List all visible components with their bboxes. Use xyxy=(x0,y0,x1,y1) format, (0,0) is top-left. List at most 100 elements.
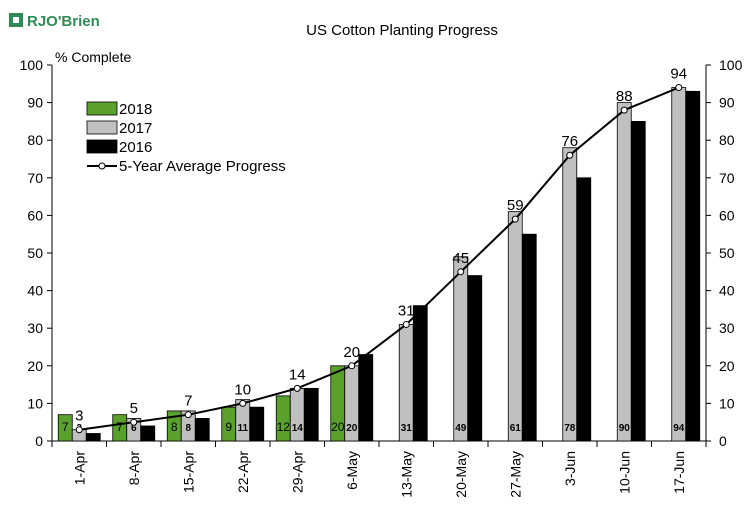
y-tick-label-left: 100 xyxy=(20,57,44,73)
average-point xyxy=(184,411,192,419)
y-tick-label-right: 60 xyxy=(719,207,735,223)
legend-swatch-2016 xyxy=(86,139,118,154)
average-data-label: 88 xyxy=(616,88,633,105)
chart-title: US Cotton Planting Progress xyxy=(306,22,498,39)
bar-data-label-2017: 6 xyxy=(131,423,137,434)
y-tick-label-left: 0 xyxy=(35,433,43,449)
bar-2016 xyxy=(412,305,428,442)
legend-label-average: 5-Year Average Progress xyxy=(119,158,286,175)
bar-data-label-2017: 31 xyxy=(401,423,413,434)
y-tick-label-left: 60 xyxy=(27,207,43,223)
bar-2016 xyxy=(358,354,374,442)
bar-2016 xyxy=(630,121,646,442)
bar-data-label-2017: 8 xyxy=(185,423,191,434)
average-data-label: 5 xyxy=(130,400,138,417)
average-point xyxy=(620,106,628,114)
legend-label-2017: 2017 xyxy=(119,120,152,137)
bar-2016 xyxy=(685,90,701,442)
average-data-label: 14 xyxy=(289,366,306,383)
average-point xyxy=(293,384,301,392)
y-tick-label-left: 20 xyxy=(27,358,43,374)
y-tick-label-right: 50 xyxy=(719,245,735,261)
bar-data-label-2017: 11 xyxy=(237,423,248,434)
bar-data-label-2018: 7 xyxy=(116,420,123,434)
y-tick-label-right: 100 xyxy=(719,57,743,73)
x-tick-label: 6-May xyxy=(344,451,360,490)
x-tick-label: 27-May xyxy=(507,451,523,498)
average-point xyxy=(75,426,83,434)
y-axis-label: % Complete xyxy=(55,49,131,65)
bar-data-label-2017: 20 xyxy=(346,423,358,434)
x-tick-label: 1-Apr xyxy=(71,451,87,486)
bar-2016 xyxy=(140,425,156,442)
bar-data-label-2018: 8 xyxy=(171,420,178,434)
bar-2016 xyxy=(194,418,210,442)
bar-data-label-2018: 20 xyxy=(331,420,345,434)
x-tick-label: 22-Apr xyxy=(235,451,251,493)
average-data-label: 59 xyxy=(507,197,524,214)
x-tick-label: 8-Apr xyxy=(126,451,142,486)
x-tick-label: 3-Jun xyxy=(562,451,578,486)
bar-2016 xyxy=(467,275,483,442)
average-point xyxy=(348,362,356,370)
x-tick-label: 13-May xyxy=(398,451,414,498)
y-tick-label-left: 10 xyxy=(27,395,43,411)
x-tick-label: 20-May xyxy=(453,451,469,498)
legend-swatch-2018 xyxy=(86,101,118,116)
bar-data-label-2017: 49 xyxy=(455,423,467,434)
logo-text: RJO'Brien xyxy=(27,13,100,30)
y-tick-label-left: 40 xyxy=(27,283,43,299)
average-data-label: 7 xyxy=(184,393,192,410)
average-point xyxy=(511,215,519,223)
bar-2017 xyxy=(616,102,632,442)
bar-2016 xyxy=(85,433,101,442)
average-data-label: 31 xyxy=(398,302,415,319)
bar-2016 xyxy=(303,387,319,442)
x-tick-label: 15-Apr xyxy=(180,451,196,493)
y-tick-label-left: 30 xyxy=(27,320,43,336)
average-data-label: 45 xyxy=(452,250,469,267)
y-tick-label-right: 20 xyxy=(719,358,735,374)
bar-2016 xyxy=(521,233,537,442)
average-data-label: 76 xyxy=(561,133,578,150)
legend-label-2018: 2018 xyxy=(119,101,152,118)
average-point xyxy=(239,399,247,407)
bar-data-label-2017: 94 xyxy=(673,423,685,434)
bar-2018 xyxy=(57,414,73,442)
y-tick-label-right: 10 xyxy=(719,395,735,411)
bar-2017 xyxy=(562,147,578,442)
legend-marker-average xyxy=(98,162,106,170)
average-data-label: 94 xyxy=(670,66,687,83)
average-point xyxy=(457,268,465,276)
y-tick-label-left: 90 xyxy=(27,95,43,111)
y-tick-label-right: 40 xyxy=(719,283,735,299)
average-point xyxy=(402,320,410,328)
bar-data-label-2017: 90 xyxy=(619,423,631,434)
average-line xyxy=(79,86,680,431)
legend-swatch-2017 xyxy=(86,120,118,135)
bar-2017 xyxy=(453,256,469,442)
y-tick-label-right: 80 xyxy=(719,132,735,148)
x-tick-label: 29-Apr xyxy=(289,451,305,493)
rjobrien-logo: RJO'Brien xyxy=(9,13,100,30)
bars: 77891220368111420314961789094 xyxy=(57,87,701,442)
y-tick-label-right: 90 xyxy=(719,95,735,111)
y-tick-label-right: 30 xyxy=(719,320,735,336)
legend-label-2016: 2016 xyxy=(119,139,152,156)
bar-2016 xyxy=(249,406,265,442)
bar-data-label-2017: 78 xyxy=(564,423,576,434)
average-point xyxy=(675,84,683,92)
bar-data-label-2017: 61 xyxy=(510,423,522,434)
y-tick-label-right: 70 xyxy=(719,170,735,186)
y-tick-label-left: 80 xyxy=(27,132,43,148)
bar-data-label-2018: 7 xyxy=(62,420,69,434)
average-data-label: 20 xyxy=(343,344,360,361)
logo-mark-inner xyxy=(13,17,19,23)
average-point xyxy=(566,151,574,159)
bar-2018 xyxy=(275,395,291,442)
legend: 2018 2017 2016 5-Year Average Progress xyxy=(86,101,286,175)
